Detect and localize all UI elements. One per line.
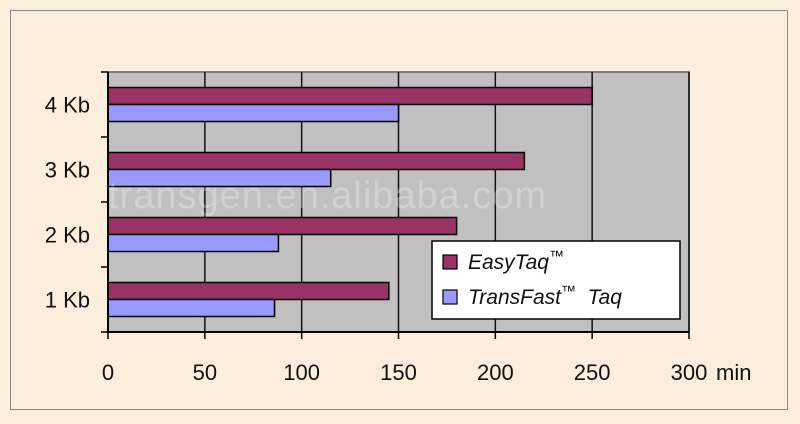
legend-swatch xyxy=(442,254,458,270)
watermark-text: transgen.en.alibaba.com xyxy=(108,175,547,217)
x-tick-labels: 0 50 100 150 200 250 300 xyxy=(102,360,707,385)
bar xyxy=(107,298,276,318)
bar xyxy=(107,86,593,106)
y-tick-label: 4 Kb xyxy=(45,93,90,118)
x-tick-label: 300 xyxy=(671,360,708,385)
bar xyxy=(107,103,400,123)
x-tick-label: 0 xyxy=(102,360,114,385)
x-tick-label: 200 xyxy=(477,360,514,385)
legend-label: EasyTaq™ xyxy=(468,248,570,274)
x-axis-unit: min xyxy=(716,360,751,385)
bar xyxy=(107,281,390,301)
bar xyxy=(107,233,280,253)
bar xyxy=(107,151,526,171)
legend-box xyxy=(431,240,681,320)
x-tick-label: 50 xyxy=(193,360,217,385)
y-tick-label: 3 Kb xyxy=(45,158,90,183)
x-tick-label: 150 xyxy=(380,360,417,385)
x-tick-label: 100 xyxy=(283,360,320,385)
y-tick-label: 2 Kb xyxy=(45,223,90,248)
bar xyxy=(107,216,458,236)
legend-swatch xyxy=(442,289,458,305)
legend: EasyTaq™ TransFast™ Taq xyxy=(431,240,681,320)
bars xyxy=(107,86,593,318)
axes xyxy=(101,71,690,339)
y-tick-labels: 1 Kb 2 Kb 3 Kb 4 Kb xyxy=(45,93,90,313)
y-tick-label: 1 Kb xyxy=(45,288,90,313)
x-tick-label: 250 xyxy=(574,360,611,385)
legend-label: TransFast™ Taq xyxy=(468,283,622,309)
